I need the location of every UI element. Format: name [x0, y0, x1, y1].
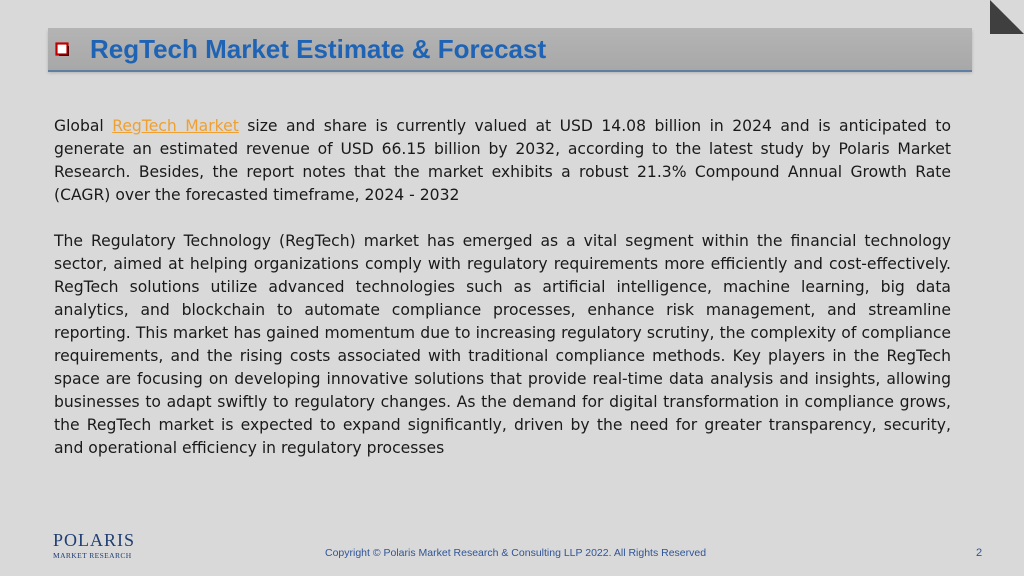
logo-sub-text: MARKET RESEARCH	[53, 551, 132, 560]
regtech-market-link[interactable]: RegTech Market	[112, 117, 239, 135]
paragraph-suffix: size and share is currently valued at US…	[54, 117, 951, 204]
paragraph-market-size: Global RegTech Market size and share is …	[54, 115, 951, 207]
content-body: Global RegTech Market size and share is …	[54, 115, 951, 460]
polaris-logo: POLARIS MARKET RESEARCH	[53, 530, 136, 561]
paragraph-prefix: Global	[54, 117, 113, 135]
logo-main-text: POLARIS	[53, 530, 136, 550]
title-bar: RegTech Market Estimate & Forecast	[48, 28, 972, 70]
slide-title: RegTech Market Estimate & Forecast	[90, 34, 547, 64]
page-number: 2	[976, 547, 983, 559]
paragraph-market-overview: The Regulatory Technology (RegTech) mark…	[54, 232, 951, 457]
copyright-notice: Copyright © Polaris Market Research & Co…	[325, 547, 707, 559]
checkbox-bullet-icon	[55, 42, 69, 56]
page-corner-fold-icon	[990, 0, 1024, 34]
